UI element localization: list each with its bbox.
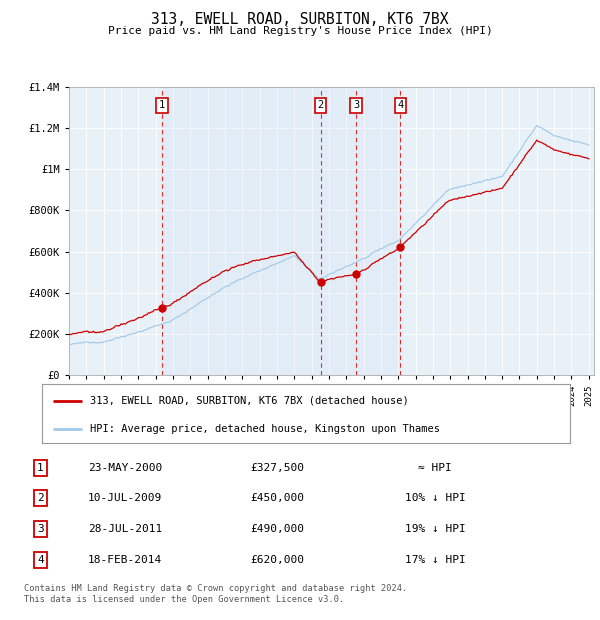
Text: 10% ↓ HPI: 10% ↓ HPI — [405, 494, 466, 503]
Text: 23-MAY-2000: 23-MAY-2000 — [88, 463, 162, 472]
Text: 4: 4 — [37, 555, 44, 565]
Text: 17% ↓ HPI: 17% ↓ HPI — [405, 555, 466, 565]
Text: 4: 4 — [397, 100, 403, 110]
Text: 19% ↓ HPI: 19% ↓ HPI — [405, 524, 466, 534]
Text: £327,500: £327,500 — [250, 463, 304, 472]
Text: Price paid vs. HM Land Registry's House Price Index (HPI): Price paid vs. HM Land Registry's House … — [107, 26, 493, 36]
Text: 3: 3 — [37, 524, 44, 534]
Text: ≈ HPI: ≈ HPI — [418, 463, 452, 472]
Text: 3: 3 — [353, 100, 359, 110]
Text: 28-JUL-2011: 28-JUL-2011 — [88, 524, 162, 534]
Text: 10-JUL-2009: 10-JUL-2009 — [88, 494, 162, 503]
Text: 1: 1 — [37, 463, 44, 472]
Text: £490,000: £490,000 — [250, 524, 304, 534]
Text: 1: 1 — [159, 100, 166, 110]
Text: £620,000: £620,000 — [250, 555, 304, 565]
Text: 313, EWELL ROAD, SURBITON, KT6 7BX: 313, EWELL ROAD, SURBITON, KT6 7BX — [151, 12, 449, 27]
Text: 2: 2 — [317, 100, 324, 110]
Text: 313, EWELL ROAD, SURBITON, KT6 7BX (detached house): 313, EWELL ROAD, SURBITON, KT6 7BX (deta… — [89, 396, 408, 406]
Text: This data is licensed under the Open Government Licence v3.0.: This data is licensed under the Open Gov… — [24, 595, 344, 604]
Bar — [162, 87, 400, 375]
Text: Contains HM Land Registry data © Crown copyright and database right 2024.: Contains HM Land Registry data © Crown c… — [24, 584, 407, 593]
Text: 2: 2 — [37, 494, 44, 503]
Text: 18-FEB-2014: 18-FEB-2014 — [88, 555, 162, 565]
Text: HPI: Average price, detached house, Kingston upon Thames: HPI: Average price, detached house, King… — [89, 423, 440, 433]
Text: £450,000: £450,000 — [250, 494, 304, 503]
